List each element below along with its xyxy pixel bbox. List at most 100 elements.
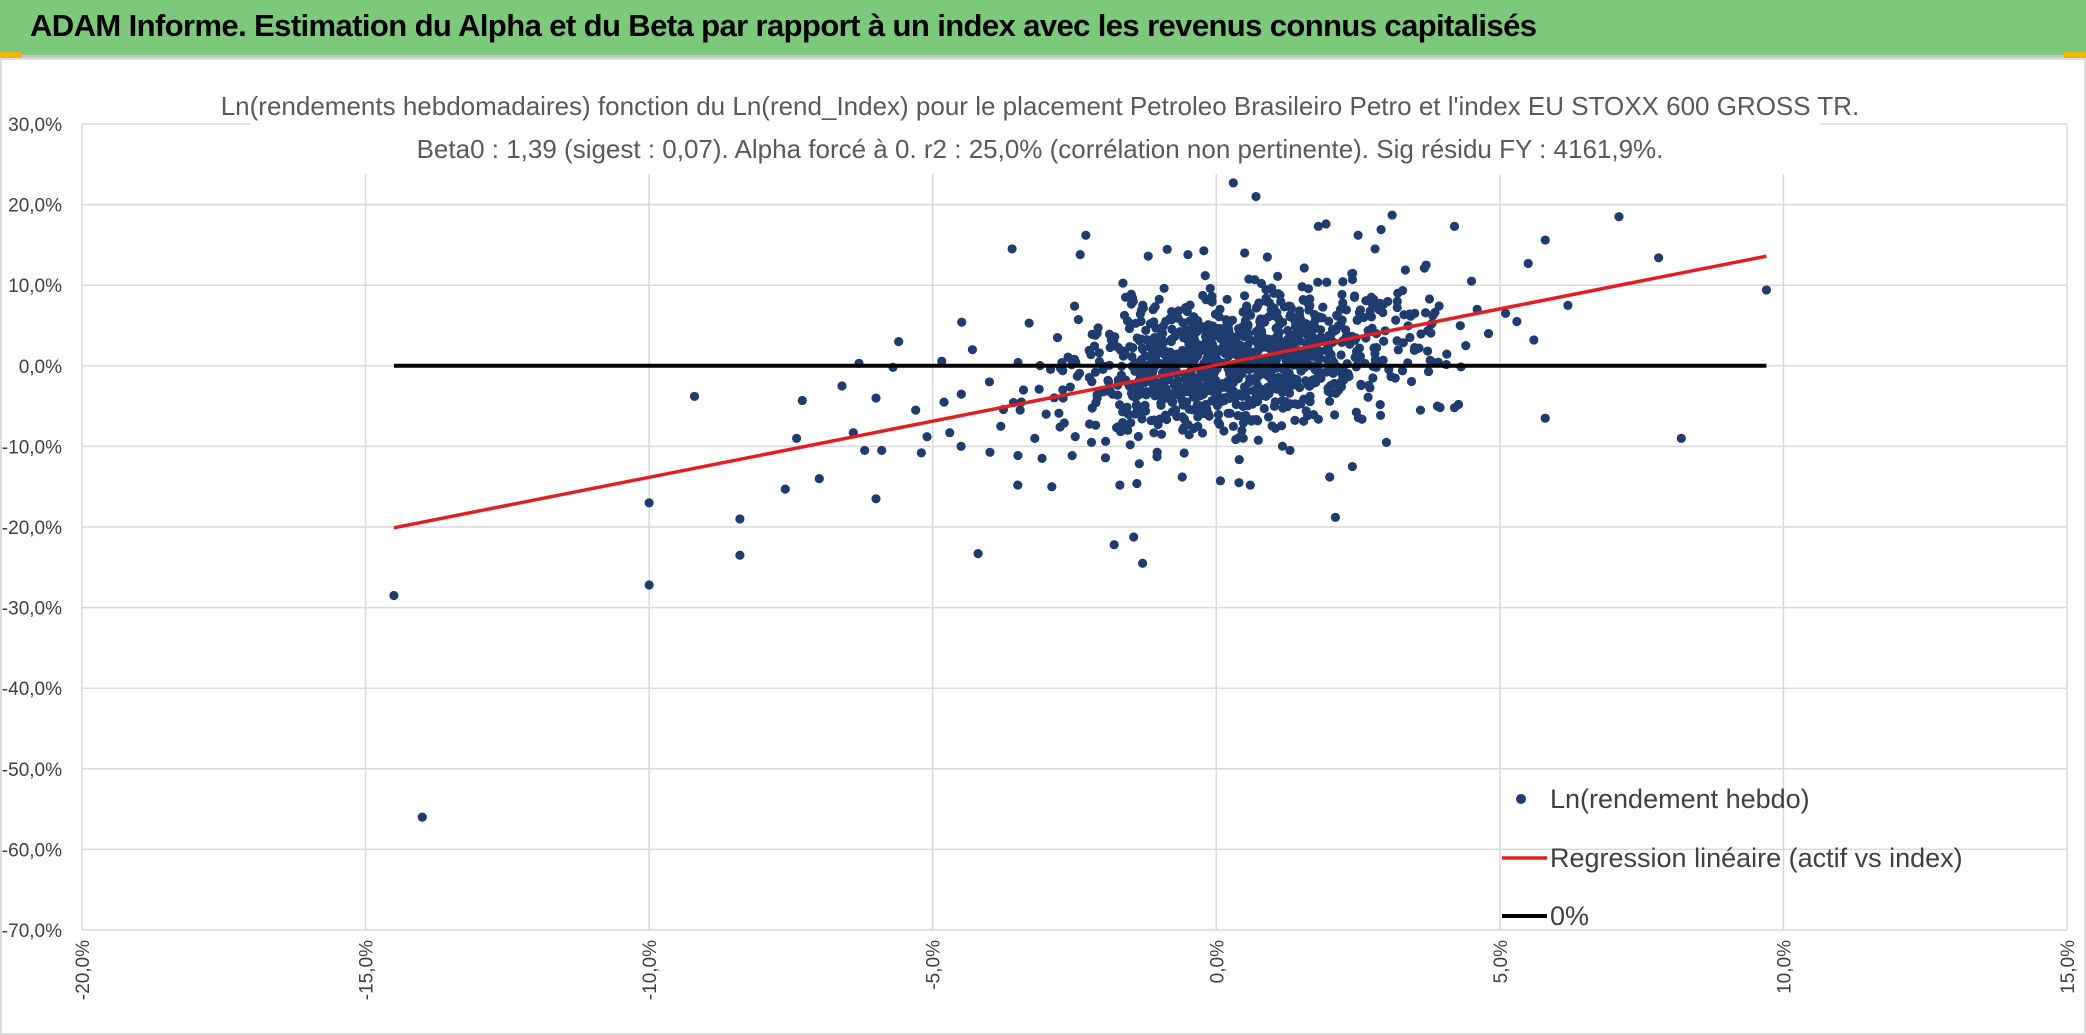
data-point [1313,221,1323,231]
title-backdrop [250,84,1820,174]
data-point [1087,377,1097,387]
data-point [1140,406,1151,416]
data-point [1123,425,1133,435]
data-point [1400,265,1410,275]
data-point [1197,428,1208,438]
data-point [1305,391,1315,401]
data-point [1215,476,1226,486]
data-point [1761,285,1772,295]
data-point [1100,453,1111,463]
data-point [1207,297,1217,307]
data-point [1129,532,1139,542]
data-point [956,389,966,399]
legend: Ln(rendement hebdo) Regression linéaire … [1502,784,1963,931]
data-point [1084,345,1094,356]
data-point [1237,425,1247,436]
data-point [1233,331,1243,341]
data-point [1244,395,1255,405]
data-point [1231,434,1241,445]
data-point [1313,414,1324,424]
data-point [1091,420,1101,430]
data-point [1127,352,1137,362]
data-point [1293,399,1303,410]
data-point [1207,377,1217,387]
data-point [1414,343,1424,353]
data-point [1214,312,1224,322]
data-point [1154,383,1164,394]
data-point [1370,244,1380,254]
data-point [1273,271,1283,281]
data-point [1159,346,1170,356]
data-point [1063,352,1073,362]
data-point [1018,385,1029,395]
data-point [1215,304,1225,314]
data-point [1101,436,1111,446]
data-point [1227,315,1238,325]
data-point [1267,421,1277,431]
data-point [1398,285,1408,296]
data-point [1316,325,1326,335]
data-point [1310,352,1320,362]
data-point [1115,480,1125,490]
data-point [1318,302,1328,312]
data-point [945,428,955,438]
data-point [1103,375,1113,385]
data-point [1177,472,1187,482]
data-point [1351,407,1361,417]
data-point [1276,297,1286,307]
data-point [1500,308,1511,319]
data-point [1261,293,1271,303]
data-point [1214,384,1224,394]
data-point [956,441,966,451]
data-point [1181,303,1191,313]
data-point [1351,351,1361,361]
data-point [1081,230,1091,240]
data-point [1290,415,1300,426]
data-point [939,397,949,407]
data-point [1273,289,1283,299]
data-point [1118,351,1128,361]
data-point [1365,383,1375,393]
data-point [1316,332,1326,342]
data-point [1237,411,1247,421]
x-tick-label: -20,0% [73,940,94,1000]
data-point [1354,343,1365,353]
data-point [1109,540,1119,550]
data-point [1378,355,1388,365]
data-point [837,381,847,391]
data-point [1253,435,1263,445]
data-point [1137,414,1147,424]
data-point [1200,384,1210,394]
gridlines [81,123,2068,931]
data-point [1376,224,1386,235]
corner-marker-top-right [2064,52,2086,59]
data-point [1352,315,1362,325]
data-point [1153,419,1163,430]
data-point [389,590,399,601]
data-point [1141,390,1151,400]
data-point [1250,275,1260,285]
data-point [1167,324,1177,334]
legend-marker-points [1516,794,1526,804]
data-point [1177,395,1187,405]
y-tick-label: 10,0% [8,276,62,297]
y-tick-label: -30,0% [2,599,62,620]
data-point [1279,381,1289,391]
data-point [689,391,700,402]
data-point [1233,324,1244,334]
data-point [1325,396,1335,406]
data-point [1154,294,1164,304]
data-point [1368,373,1378,383]
data-point [957,317,967,327]
data-point [1262,252,1272,262]
data-point [797,395,807,406]
data-point [1228,178,1238,188]
data-point [1141,325,1151,336]
y-tick-label: -70,0% [2,921,62,942]
data-point [1375,400,1385,410]
data-point [1156,333,1166,343]
data-point [1370,355,1380,365]
data-point [1347,274,1358,285]
data-point [1614,212,1624,222]
data-point [1127,319,1137,329]
